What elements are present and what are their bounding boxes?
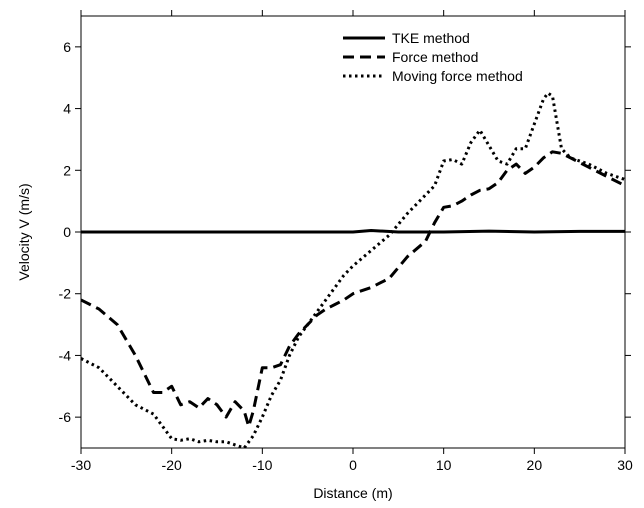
legend-label-tke: TKE method <box>392 30 470 46</box>
series-line-moving-force <box>80 91 626 450</box>
y-tick-label: 4 <box>63 101 71 117</box>
x-tick-label: -20 <box>162 457 182 473</box>
series-line-tke <box>81 229 625 234</box>
x-tick-label: -30 <box>71 457 91 473</box>
y-tick-label: -6 <box>59 409 72 425</box>
x-tick-label: 0 <box>349 457 357 473</box>
y-tick-label: -2 <box>59 286 72 302</box>
legend-label-force: Force method <box>392 49 478 65</box>
y-tick-label: 6 <box>63 39 71 55</box>
y-tick-label: -4 <box>59 347 72 363</box>
x-tick-label: 20 <box>527 457 543 473</box>
legend: TKE method Force method Moving force met… <box>343 30 523 84</box>
y-axis-title: Velocity V (m/s) <box>16 183 32 280</box>
y-tick-label: 2 <box>63 162 71 178</box>
axis-ticks <box>75 10 631 454</box>
x-tick-label: -10 <box>252 457 272 473</box>
y-tick-label: 0 <box>63 224 71 240</box>
series-line-force <box>80 150 626 428</box>
legend-label-moving-force: Moving force method <box>392 68 523 84</box>
x-axis-title: Distance (m) <box>313 485 392 501</box>
x-tick-label: 30 <box>617 457 633 473</box>
series-lines <box>80 91 626 450</box>
x-tick-label: 10 <box>436 457 452 473</box>
